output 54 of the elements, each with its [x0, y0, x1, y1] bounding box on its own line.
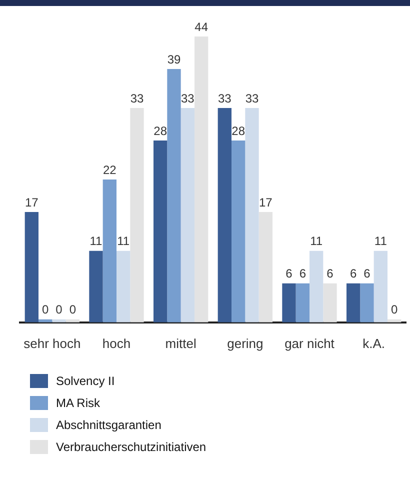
x-tick-label: gar nicht [284, 336, 335, 351]
bar [374, 250, 388, 322]
data-label: 33 [130, 91, 144, 106]
bar [310, 250, 324, 322]
bar [116, 250, 130, 322]
data-label: 11 [310, 234, 323, 248]
bar [89, 250, 103, 322]
legend-label: Abschnittsgarantien [56, 418, 162, 432]
data-label: 44 [194, 20, 208, 34]
bar [180, 108, 195, 322]
x-tick-label: sehr hoch [24, 336, 81, 351]
data-label: 33 [180, 91, 195, 106]
bar [194, 36, 208, 322]
bar [231, 140, 246, 322]
data-label: 6 [299, 266, 306, 281]
data-label: 17 [24, 195, 39, 210]
data-label: 0 [390, 302, 398, 317]
data-label: 0 [56, 302, 63, 317]
x-tick-label: k.A. [362, 336, 386, 351]
data-label: 11 [117, 234, 130, 248]
data-label: 11 [90, 234, 103, 248]
data-label: 11 [374, 234, 388, 248]
x-tick-label: mittel [165, 336, 196, 351]
bar [360, 283, 374, 322]
bar [24, 212, 38, 322]
bar [218, 108, 232, 322]
data-label: 33 [245, 91, 259, 106]
bar [130, 108, 144, 322]
bar [167, 68, 181, 322]
data-label: 6 [326, 266, 334, 281]
x-tick-label: hoch [102, 336, 131, 351]
bar [102, 179, 116, 322]
data-label: 6 [286, 266, 293, 281]
data-label: 39 [167, 52, 181, 66]
bar [323, 283, 337, 322]
legend-label: Verbraucherschutzinitiativen [56, 440, 206, 454]
data-label: 6 [364, 266, 371, 281]
bar [245, 108, 259, 322]
bar [282, 283, 296, 322]
data-label: 28 [154, 124, 168, 138]
data-label: 28 [232, 124, 246, 138]
legend-label: Solvency II [56, 374, 115, 388]
data-label: 33 [218, 91, 232, 106]
data-label: 6 [350, 266, 357, 281]
bar [153, 140, 168, 322]
data-label: 0 [69, 302, 76, 317]
bar [346, 283, 360, 322]
bar [296, 283, 310, 322]
legend-label: MA Risk [56, 396, 100, 410]
bar [258, 212, 273, 322]
x-tick-label: gering [227, 336, 264, 351]
data-label: 17 [258, 195, 273, 210]
data-label: 22 [102, 162, 117, 177]
data-label: 0 [42, 302, 49, 317]
